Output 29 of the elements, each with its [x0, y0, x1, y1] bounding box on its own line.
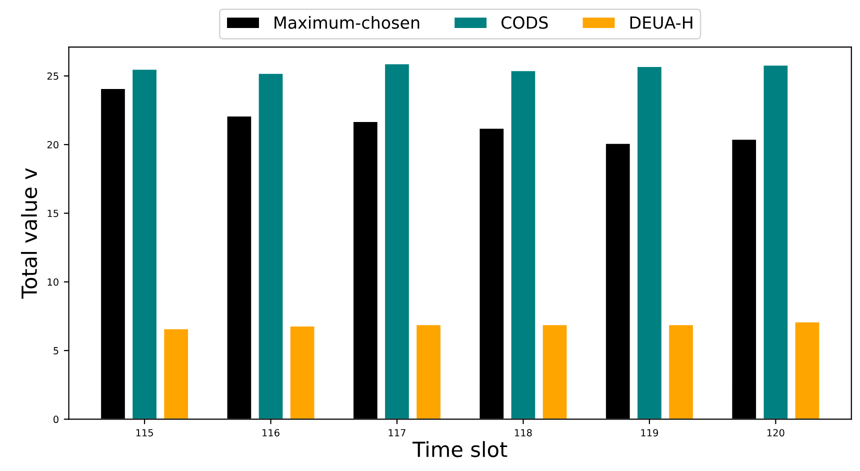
bar [131, 68, 158, 420]
y-tick-label: 15 [48, 210, 58, 218]
y-tick-label: 5 [54, 347, 58, 354]
bar [257, 72, 284, 420]
legend-label: DEUA-H [630, 16, 692, 29]
y-axis-title: Total value v [20, 168, 38, 299]
bar [510, 70, 537, 420]
x-tick-label: 118 [515, 429, 532, 436]
bar [668, 324, 694, 420]
x-axis-title: Time slot [412, 441, 508, 458]
bar [289, 325, 316, 420]
x-tick-label: 119 [641, 429, 658, 436]
x-tick-label: 115 [136, 429, 153, 436]
bar [162, 328, 190, 420]
y-tick-label: 20 [47, 141, 58, 148]
x-tick-label: 120 [767, 429, 784, 436]
y-tick-label: 25 [47, 72, 58, 80]
y-tick-label: 10 [48, 278, 58, 286]
bar [384, 62, 410, 420]
x-tick-label: 117 [388, 429, 406, 436]
y-tick-label: 0 [54, 416, 58, 424]
bar [636, 66, 663, 420]
bar [794, 321, 821, 420]
bar [762, 64, 789, 420]
bar [541, 324, 568, 420]
legend-label: Maximum-chosen [274, 16, 420, 29]
bar [415, 324, 442, 420]
x-tick-label: 116 [262, 429, 280, 436]
legend-label: CODS [501, 16, 548, 29]
